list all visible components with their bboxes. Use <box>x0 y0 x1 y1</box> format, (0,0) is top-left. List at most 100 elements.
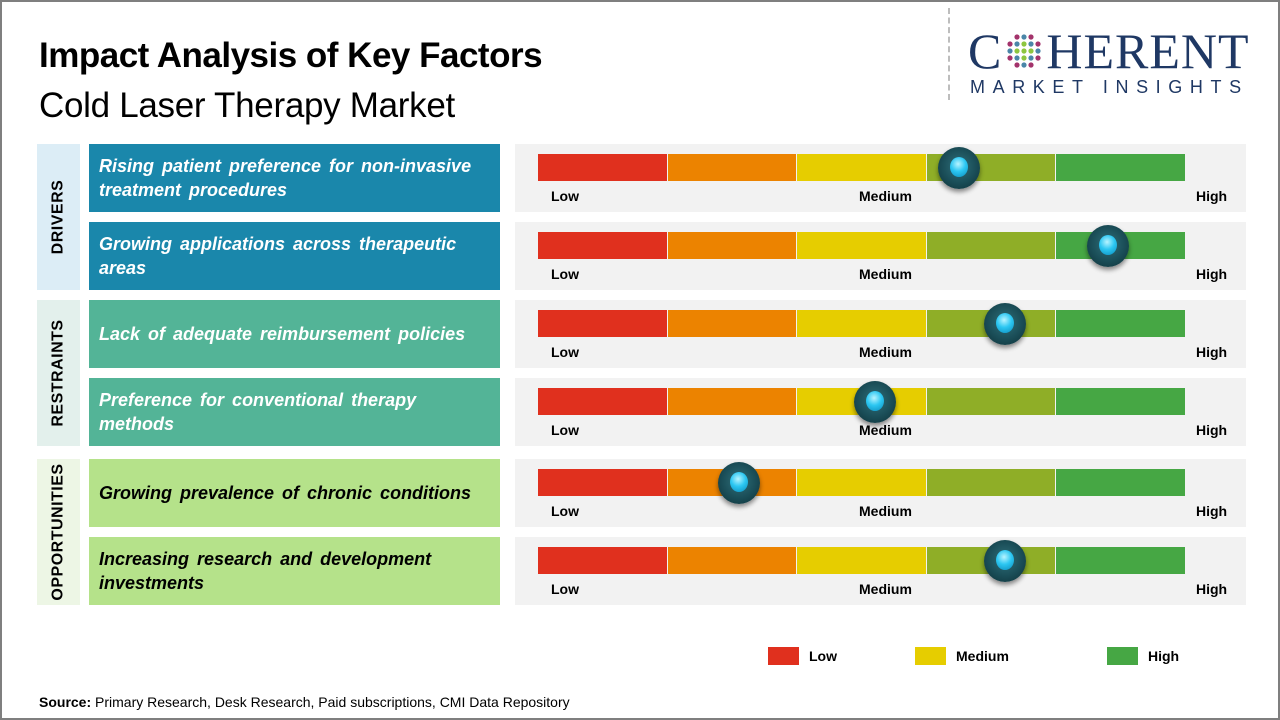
gauge-segment <box>667 547 797 574</box>
scale-label-low: Low <box>551 503 579 519</box>
globe-dot <box>1028 48 1034 54</box>
legend-swatch-medium <box>915 647 946 665</box>
gauge-segment <box>667 154 797 181</box>
scale-label-high: High <box>1196 266 1228 282</box>
scale-label-medium: Medium <box>859 581 912 597</box>
globe-dot <box>1028 41 1034 47</box>
globe-dot <box>1007 41 1013 47</box>
globe-dot <box>1021 55 1027 61</box>
gauge-segment <box>1056 469 1185 496</box>
globe-dot <box>1014 48 1020 54</box>
company-logo: C HERENT MARKET INSIGHTS <box>968 23 1263 98</box>
gauge-segment <box>797 154 926 181</box>
scale-label-low: Low <box>551 344 579 360</box>
scale-label-high: High <box>1196 503 1228 519</box>
impact-gauge: Low Medium High <box>515 222 1246 290</box>
impact-gauge: Low Medium High <box>515 378 1246 446</box>
gauge-segment <box>926 469 1056 496</box>
slide-frame-bottom <box>0 718 1280 720</box>
impact-gauge: Low Medium High <box>515 537 1246 605</box>
scale-label-medium: Medium <box>859 266 912 282</box>
legend-item-low: Low <box>768 647 837 665</box>
scale-label-low: Low <box>551 266 579 282</box>
scale-label-high: High <box>1196 422 1228 438</box>
gauge-segment <box>797 547 926 574</box>
globe-dot <box>1021 48 1027 54</box>
logo-divider <box>948 8 950 100</box>
factor-label: Rising patient preference for non-invasi… <box>89 144 500 212</box>
gauge-segment <box>1056 547 1185 574</box>
legend-label-high: High <box>1148 648 1180 664</box>
gauge-segment <box>1056 310 1185 337</box>
globe-dot <box>1007 48 1013 54</box>
scale-label-low: Low <box>551 188 579 204</box>
source-note: Source: Primary Research, Desk Research,… <box>39 694 570 710</box>
gauge-segment <box>797 310 926 337</box>
gauge-segment <box>667 310 797 337</box>
gauge-segment <box>1056 388 1185 415</box>
logo-word-herent: HERENT <box>1046 23 1250 79</box>
globe-dot <box>1035 55 1041 61</box>
page-subtitle: Cold Laser Therapy Market <box>39 86 455 125</box>
logo-tagline: MARKET INSIGHTS <box>970 77 1249 97</box>
factor-label: Growing prevalence of chronic conditions <box>89 459 500 527</box>
gauge-segment <box>667 388 797 415</box>
source-text: Primary Research, Desk Research, Paid su… <box>95 694 570 710</box>
scale-label-medium: Medium <box>859 422 912 438</box>
impact-marker <box>983 540 1026 582</box>
globe-dots-icon <box>1007 34 1041 68</box>
legend-swatch-high <box>1107 647 1138 665</box>
gauge-segment <box>538 310 667 337</box>
legend-item-medium: Medium <box>915 647 1009 665</box>
factor-label: Preference for conventional therapy meth… <box>89 378 500 446</box>
scale-label-high: High <box>1196 344 1228 360</box>
factor-label: Increasing research and development inve… <box>89 537 500 605</box>
scale-label-medium: Medium <box>859 344 912 360</box>
scale-label-low: Low <box>551 581 579 597</box>
gauge-segment <box>538 469 667 496</box>
globe-dot <box>1035 41 1041 47</box>
impact-marker <box>983 303 1026 345</box>
globe-dot <box>1028 62 1034 68</box>
impact-gauge: Low Medium High <box>515 459 1246 527</box>
legend-label-low: Low <box>809 648 837 664</box>
scale-label-low: Low <box>551 422 579 438</box>
source-prefix: Source: <box>39 694 92 710</box>
category-name: RESTRAINTS <box>49 319 67 427</box>
scale-label-medium: Medium <box>859 188 912 204</box>
logo-letter-c: C <box>968 23 1003 79</box>
gauge-segment <box>926 232 1056 259</box>
impact-gauge: Low Medium High <box>515 144 1246 212</box>
globe-dot <box>1014 41 1020 47</box>
globe-dot <box>1035 48 1041 54</box>
globe-dot <box>1028 34 1034 40</box>
gauge-segment <box>797 469 926 496</box>
impact-marker <box>1087 225 1130 267</box>
globe-dot <box>1021 41 1027 47</box>
gauge-segment <box>797 232 926 259</box>
category-label-opportunities: OPPORTUNITIES <box>37 459 80 605</box>
factor-label: Growing applications across therapeutic … <box>89 222 500 290</box>
scale-label-medium: Medium <box>859 503 912 519</box>
globe-dot <box>1007 55 1013 61</box>
gauge-segment <box>538 388 667 415</box>
impact-marker <box>717 462 760 504</box>
category-name: DRIVERS <box>49 179 67 255</box>
globe-dot <box>1014 62 1020 68</box>
impact-gauge: Low Medium High <box>515 300 1246 368</box>
gauge-segment <box>1056 154 1185 181</box>
impact-marker <box>853 381 896 423</box>
scale-label-high: High <box>1196 188 1228 204</box>
gauge-segment <box>667 232 797 259</box>
gauge-segment <box>538 232 667 259</box>
gauge-segment <box>538 547 667 574</box>
legend-item-high: High <box>1107 647 1179 665</box>
page-title: Impact Analysis of Key Factors <box>39 36 543 75</box>
category-name: OPPORTUNITIES <box>49 463 67 601</box>
scale-label-high: High <box>1196 581 1228 597</box>
legend-swatch-low <box>768 647 799 665</box>
globe-dot <box>1021 34 1027 40</box>
category-label-restraints: RESTRAINTS <box>37 300 80 446</box>
globe-dot <box>1021 62 1027 68</box>
